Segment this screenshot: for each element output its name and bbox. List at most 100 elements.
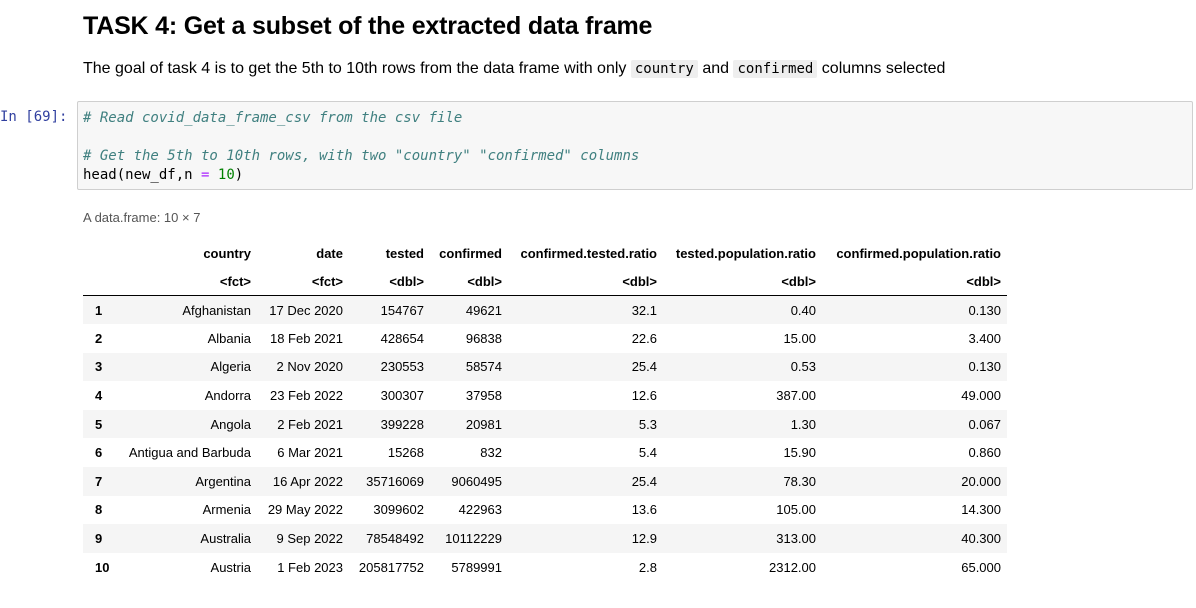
cell-confirmed-population-ratio: 49.000 [961,388,1001,404]
code-line-head-call: head(new_df,n = 10) [83,166,243,185]
table-row: 7 Argentina 16 Apr 2022 35716069 9060495 25.4… [83,467,1007,496]
cell-tested: 3099602 [373,502,424,518]
cell-tested-population-ratio: 78.30 [783,473,816,489]
cell-confirmed: 49621 [465,302,502,318]
cell-date: 17 Dec 2020 [269,302,343,318]
cell-country: Albania [207,330,251,346]
desc-suffix: columns selected [821,60,946,77]
inline-code-country: country [630,60,698,78]
header-confirmed: confirmed [439,245,502,261]
code-comment-line-2: # Get the 5th to 10th rows, with two "co… [83,148,640,164]
cell-confirmed-population-ratio: 65.000 [961,559,1001,575]
cell-tested: 205817752 [358,559,424,575]
type-index [83,267,117,296]
code-comment-line-1: # Read covid_data_frame_csv from the csv… [83,110,463,126]
table-row: 8 Armenia 29 May 2022 3099602 422963 13.6 105.… [83,495,1007,525]
cell-rownum: 3 [95,359,103,375]
header-confirmed-tested-ratio: confirmed.tested.ratio [520,245,657,261]
table-row: 3 Algeria 2 Nov 2020 230553 58574 25.4 0.53 0.1… [83,352,1007,382]
desc-prefix: The goal of task 4 is to get the 5th to … [83,60,627,77]
cell-confirmed: 422963 [458,502,502,518]
cell-country: Austria [210,559,251,575]
cell-confirmed-tested-ratio: 5.4 [638,445,657,461]
cell-tested-population-ratio: 387.00 [776,388,816,404]
type-date: <fct> [257,267,349,296]
cell-confirmed: 10112229 [445,531,502,547]
cell-confirmed-population-ratio: 0.860 [968,445,1001,461]
task-heading: TASK 4: Get a subset of the extracted da… [83,12,653,40]
cell-date: 2 Feb 2021 [277,416,343,432]
code-number: 10 [217,167,235,183]
header-tested-population-ratio: tested.population.ratio [675,245,816,261]
cell-rownum: 10 [95,559,110,575]
cell-confirmed-population-ratio: 0.067 [968,416,1001,432]
cell-country: Afghanistan [182,302,251,318]
table-row: 1 Afghanistan 17 Dec 2020 154767 49621 32.1 0.… [83,295,1007,325]
cell-tested-population-ratio: 105.00 [776,502,816,518]
cell-confirmed: 9060495 [451,473,502,489]
code-cell-editor[interactable]: # Read covid_data_frame_csv from the csv… [77,101,1193,190]
header-tested: tested [385,245,424,261]
cell-rownum: 8 [95,502,103,518]
input-prompt: In [69]: [0,109,68,125]
cell-confirmed-population-ratio: 0.130 [968,302,1001,318]
cell-tested-population-ratio: 0.53 [790,359,816,375]
type-tested-population-ratio: <dbl> [663,267,822,296]
cell-tested-population-ratio: 1.30 [790,416,816,432]
cell-tested-population-ratio: 0.40 [790,302,816,318]
cell-tested: 15268 [387,445,424,461]
cell-tested: 428654 [380,330,424,346]
dataframe-table: country date tested confirmed confirmed.… [83,239,1007,582]
cell-country: Armenia [202,502,251,518]
cell-confirmed-tested-ratio: 13.6 [631,502,657,518]
cell-tested: 35716069 [366,473,424,489]
header-confirmed-population-ratio: confirmed.population.ratio [836,245,1001,261]
table-row: 2 Albania 18 Feb 2021 428654 96838 22.6 15.00 3… [83,324,1007,353]
cell-confirmed-tested-ratio: 2.8 [638,559,657,575]
table-row: 6 Antigua and Barbuda 6 Mar 2021 15268 832 5.… [83,438,1007,468]
cell-tested: 230553 [380,359,424,375]
cell-confirmed: 5789991 [451,559,502,575]
code-head-fn: head(new_df,n [83,167,202,183]
header-country: country [203,245,251,261]
cell-confirmed: 832 [480,445,502,461]
cell-tested-population-ratio: 2312.00 [769,559,816,575]
cell-date: 9 Sep 2022 [276,531,343,547]
cell-rownum: 4 [95,388,103,404]
table-row: 5 Angola 2 Feb 2021 399228 20981 5.3 1.30 0.067 [83,409,1007,439]
desc-mid: and [702,60,730,77]
cell-tested-population-ratio: 15.90 [783,445,816,461]
cell-date: 1 Feb 2023 [277,559,343,575]
cell-tested: 300307 [380,388,424,404]
cell-rownum: 1 [95,302,103,318]
cell-confirmed-population-ratio: 3.400 [968,330,1001,346]
cell-confirmed-tested-ratio: 12.9 [631,531,657,547]
table-row: 9 Australia 9 Sep 2022 78548492 10112229 12.9… [83,524,1007,553]
cell-tested-population-ratio: 15.00 [783,330,816,346]
cell-rownum: 5 [95,416,103,432]
cell-date: 18 Feb 2021 [269,330,343,346]
cell-rownum: 2 [95,330,103,346]
cell-tested: 399228 [380,416,424,432]
cell-country: Australia [200,531,251,547]
dataframe-caption: A data.frame: 10 × 7 [83,210,201,225]
table-body: 1 Afghanistan 17 Dec 2020 154767 49621 32.1 0.… [83,295,1007,582]
cell-confirmed-tested-ratio: 12.6 [631,388,657,404]
inline-code-confirmed: confirmed [733,60,818,78]
cell-tested: 78548492 [366,531,424,547]
code-space [209,167,217,183]
cell-confirmed-population-ratio: 0.130 [968,359,1001,375]
cell-country: Argentina [195,473,251,489]
cell-date: 23 Feb 2022 [269,388,343,404]
cell-confirmed-tested-ratio: 25.4 [631,359,657,375]
type-country: <fct> [117,267,257,296]
cell-confirmed-population-ratio: 20.000 [961,473,1001,489]
cell-rownum: 6 [95,445,103,461]
cell-confirmed-tested-ratio: 22.6 [631,330,657,346]
cell-confirmed: 20981 [465,416,502,432]
task-description: The goal of task 4 is to get the 5th to … [83,59,945,79]
type-row: <fct> <fct> <dbl> <dbl> <dbl> <dbl> <dbl… [83,267,1007,296]
cell-date: 29 May 2022 [267,502,343,518]
cell-date: 6 Mar 2021 [277,445,343,461]
cell-tested-population-ratio: 313.00 [776,531,816,547]
